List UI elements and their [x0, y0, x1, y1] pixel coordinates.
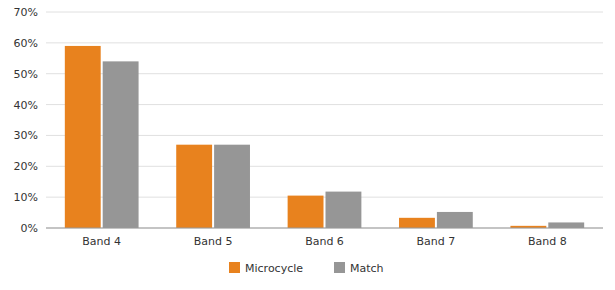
grid-line — [46, 228, 603, 229]
y-tick-label: 40% — [14, 99, 38, 112]
legend-label: Match — [350, 262, 384, 275]
x-tick-label: Band 7 — [417, 235, 456, 248]
x-axis-line — [46, 228, 603, 229]
bar — [288, 196, 324, 228]
legend: Microcycle Match — [229, 262, 384, 275]
x-tick-label: Band 8 — [528, 235, 567, 248]
bars — [65, 46, 584, 228]
legend-swatch — [334, 262, 345, 273]
chart: 0% 10% 20% 30% 40% 50% 60% 70% Band 4 Band 5 Band … — [0, 0, 615, 290]
y-tick-label: 30% — [14, 129, 38, 142]
bar — [214, 145, 250, 228]
grid — [46, 12, 603, 228]
y-tick-label: 70% — [14, 6, 38, 19]
chart-container: 0% 10% 20% 30% 40% 50% 60% 70% Band 4 Band 5 Band … — [0, 0, 615, 290]
bar — [103, 61, 139, 228]
bar — [176, 145, 212, 228]
bar — [437, 212, 473, 228]
y-tick-label: 20% — [14, 160, 38, 173]
x-tick-label: Band 6 — [305, 235, 344, 248]
y-tick-label: 60% — [14, 37, 38, 50]
legend-swatch — [229, 262, 240, 273]
bar — [65, 46, 101, 228]
y-tick-label: 50% — [14, 68, 38, 81]
bar — [548, 222, 584, 228]
grid-line — [46, 12, 603, 13]
bar — [399, 218, 435, 228]
y-tick-label: 0% — [21, 222, 38, 235]
x-tick-label: Band 5 — [194, 235, 233, 248]
y-tick-label: 10% — [14, 191, 38, 204]
legend-label: Microcycle — [245, 262, 303, 275]
bar — [326, 192, 362, 228]
x-tick-label: Band 4 — [82, 235, 121, 248]
grid-line — [46, 42, 603, 43]
